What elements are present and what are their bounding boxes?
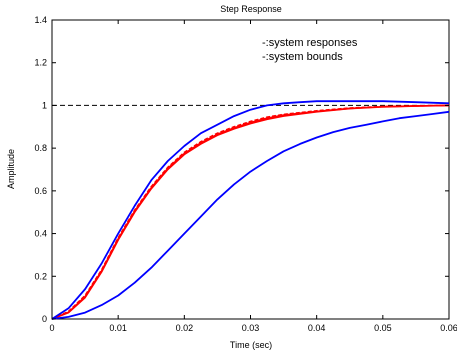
y-tick-label: 1.2 [34,58,47,68]
y-tick-label: 1.4 [34,15,47,25]
x-tick-label: 0.02 [176,323,194,333]
x-tick-label: 0.05 [374,323,392,333]
series-layer [51,100,450,320]
legend-entry-system-bounds: -:system bounds [262,51,343,63]
y-tick-label: 0 [42,314,47,324]
y-axis-label: Amplitude [6,149,16,189]
y-tick-label: 0.4 [34,229,47,239]
x-tick-label: 0.06 [440,323,457,333]
x-tick-label: 0.04 [308,323,326,333]
x-tick-label: 0.03 [242,323,260,333]
x-axis-label: Time (sec) [230,340,272,350]
ticks-layer: 0 0.01 0.02 0.03 0.04 0.05 0.06 0 0.2 0.4 0.6 0.8 1 1… [34,15,457,333]
y-tick-label: 0.6 [34,186,47,196]
plot-area: 0 0.01 0.02 0.03 0.04 0.05 0.06 0 0.2 0.4 0.6 0.8 1 1… [34,15,457,333]
series-line-3 [51,104,450,320]
legend-entry-system-responses: -:system responses [262,37,358,49]
axes-box [51,19,450,320]
y-tick-label: 1 [42,100,47,110]
x-tick-label: 0.01 [109,323,127,333]
legend: -:system responses -:system bounds [262,37,358,63]
x-tick-label: 0 [49,323,54,333]
y-tick-label: 0.2 [34,271,47,281]
y-tick-label: 0.8 [34,143,47,153]
chart-title: Step Response [220,4,282,14]
series-line-4 [51,100,450,320]
series-line-5 [51,110,450,320]
